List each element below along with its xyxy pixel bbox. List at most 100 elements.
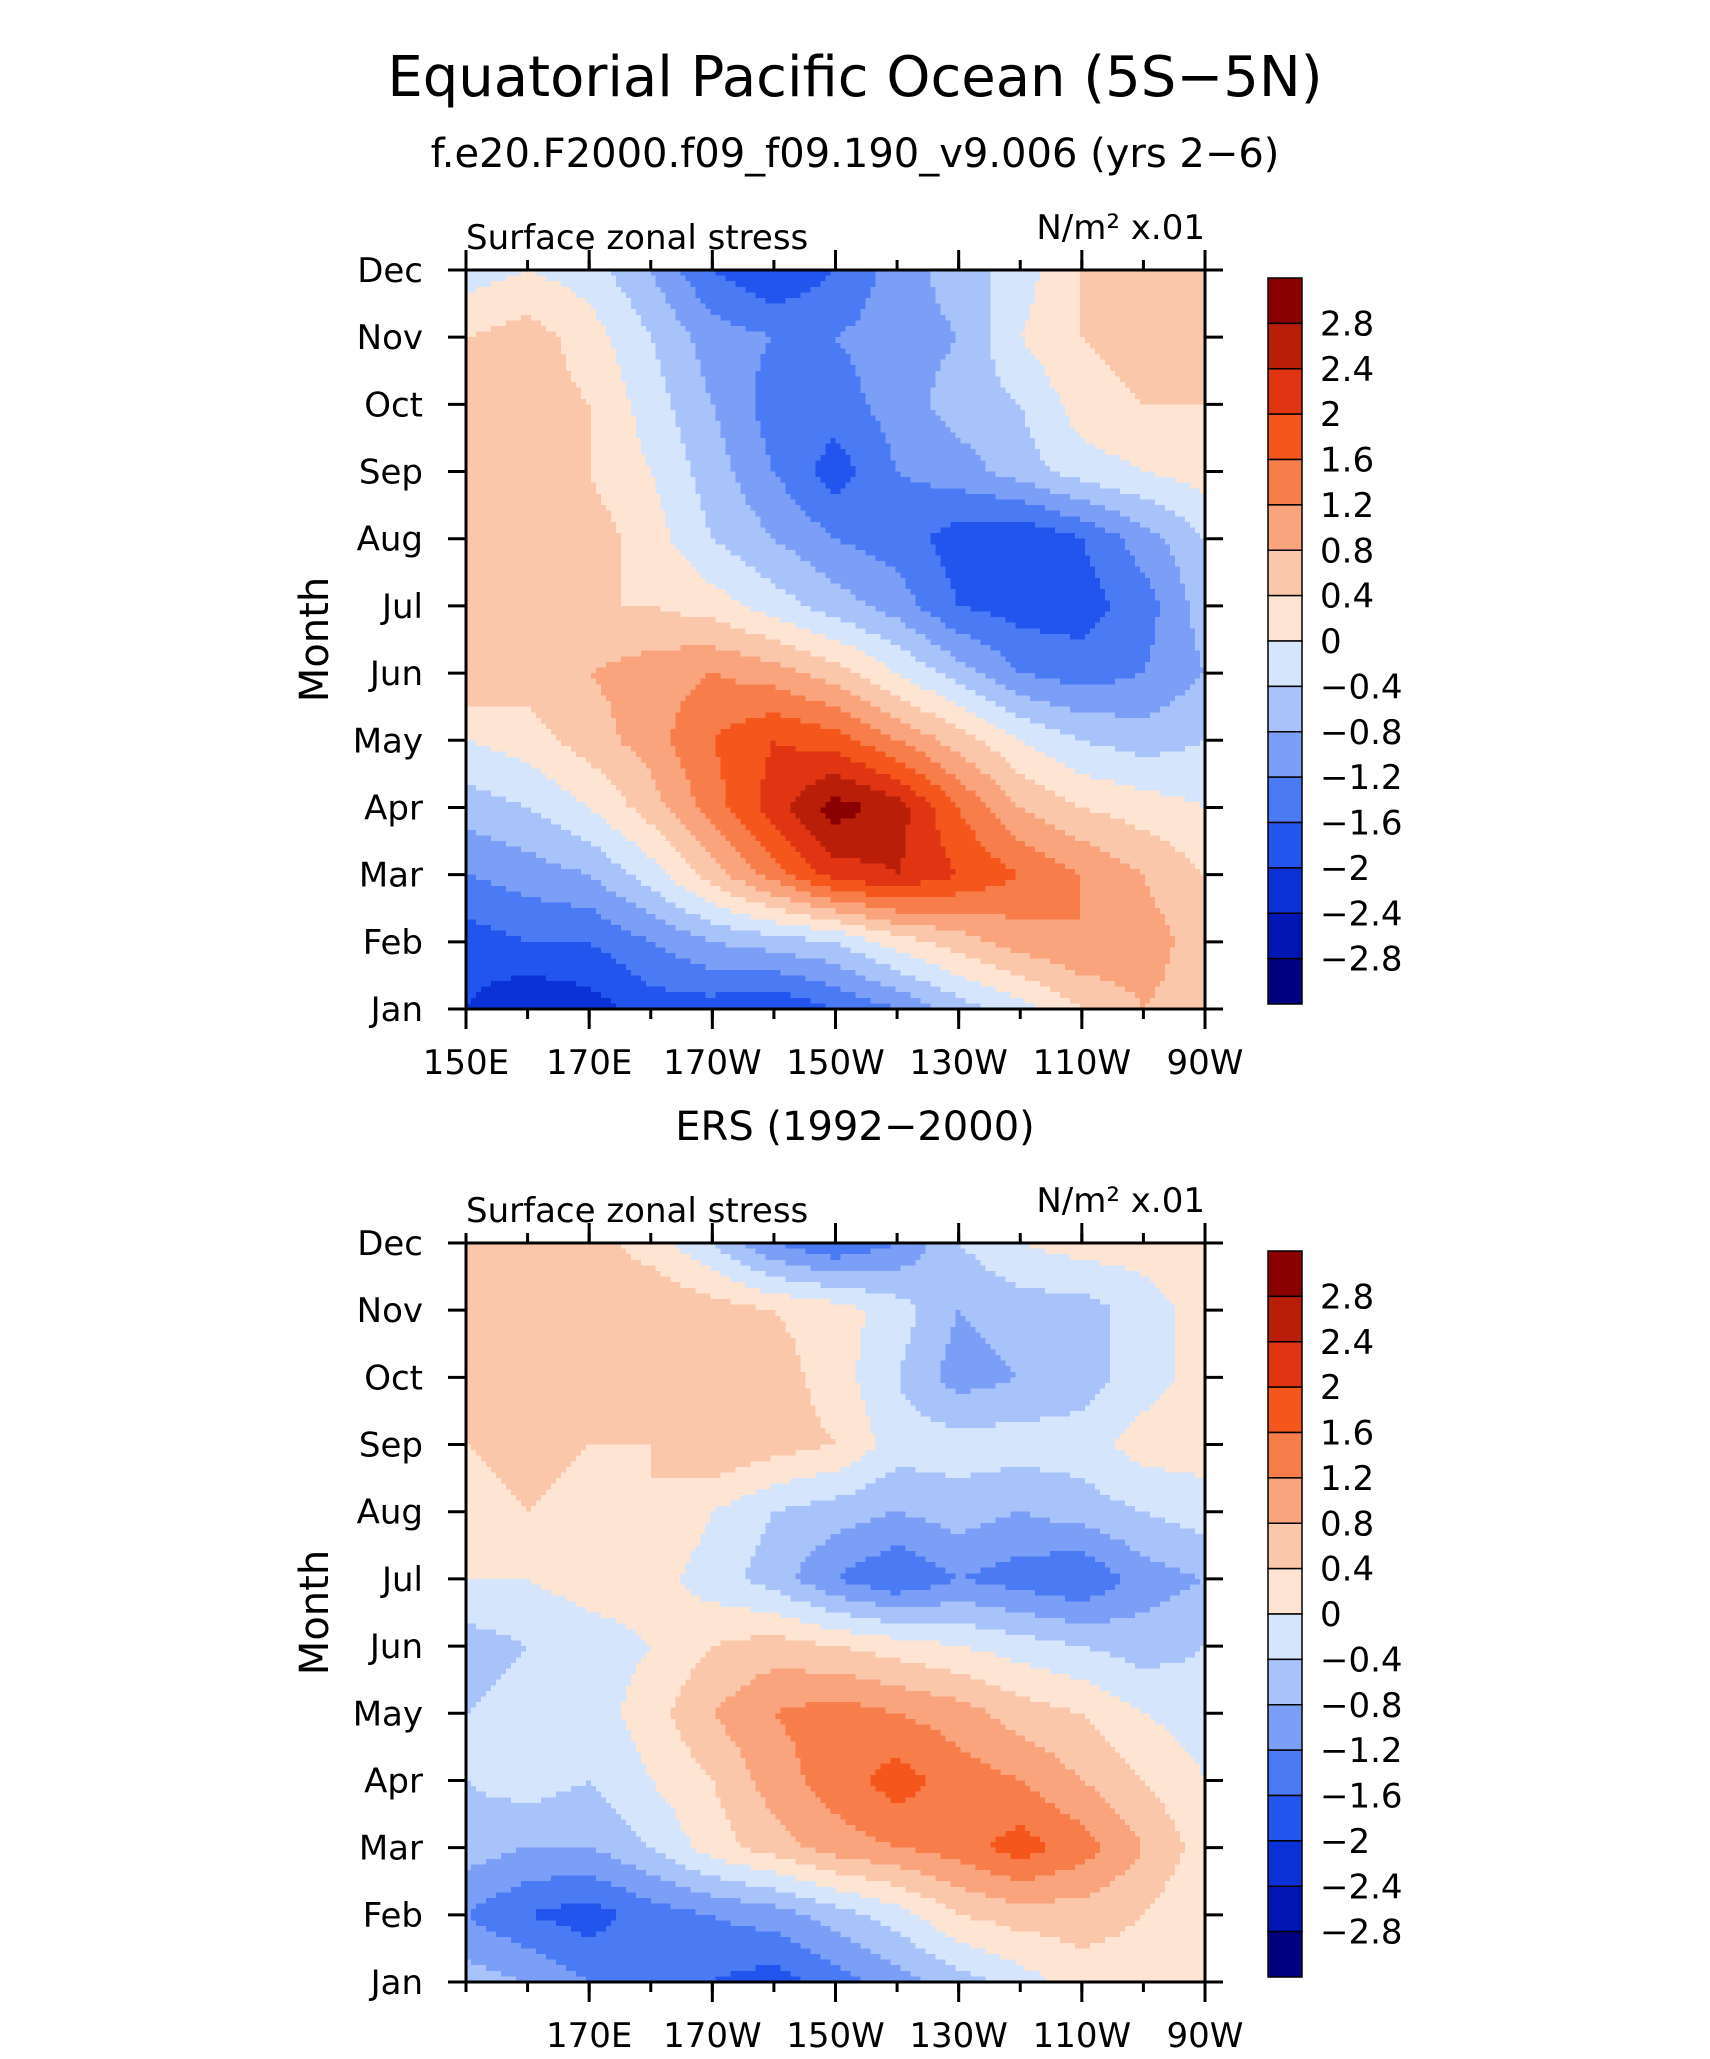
contour-cell (795, 1875, 867, 1882)
contour-cell (595, 678, 702, 685)
contour-cell (795, 1909, 857, 1916)
contour-cell (1120, 376, 1206, 383)
contour-cell (466, 549, 622, 557)
contour-cell (466, 577, 622, 585)
contour-cell (466, 292, 577, 299)
contour-cell (755, 415, 877, 422)
contour-cell (470, 1780, 587, 1787)
contour-cell (466, 1634, 512, 1642)
contour-cell (1015, 1282, 1156, 1289)
contour-cell (755, 1545, 817, 1552)
contour-cell (1085, 549, 1131, 557)
contour-cell (1180, 1522, 1206, 1530)
contour-cell (720, 729, 842, 736)
units-label: N/m² x.01 (1036, 208, 1205, 248)
contour-cell (466, 1914, 472, 1922)
contour-cell (1200, 656, 1206, 663)
contour-cell (715, 857, 747, 865)
contour-cell (820, 841, 907, 848)
contour-cell (1110, 1618, 1206, 1625)
contour-cell (470, 1914, 537, 1922)
contour-cell (700, 678, 737, 685)
contour-cell (470, 997, 612, 1004)
contour-cell (720, 885, 757, 893)
contour-cell (750, 505, 802, 512)
contour-cell (920, 997, 966, 1004)
contour-cell (930, 1724, 1006, 1731)
contour-cell (725, 869, 757, 876)
contour-cell (466, 1259, 642, 1266)
contour-cell (995, 1517, 1051, 1524)
contour-cell (725, 1724, 787, 1731)
contour-cell (805, 1377, 857, 1384)
contour-cell (650, 270, 682, 277)
contour-cell (630, 1825, 682, 1832)
contour-cell (790, 493, 996, 501)
contour-cell (780, 829, 812, 837)
contour-cell (875, 281, 931, 288)
contour-cell (825, 958, 877, 965)
contour-cell (895, 566, 946, 573)
contour-cell (1070, 1254, 1206, 1261)
contour-cell (535, 1909, 617, 1916)
contour-cell (600, 813, 642, 820)
contour-cell (725, 796, 762, 803)
contour-cell (466, 975, 512, 982)
contour-cell (860, 717, 902, 725)
contour-cell (1120, 1696, 1206, 1703)
contour-cell (640, 1657, 702, 1664)
contour-cell (925, 751, 961, 758)
contour-cell (695, 1847, 752, 1854)
contour-cell (470, 1909, 537, 1916)
contour-cell (725, 544, 787, 551)
x-tick-label: 130W (909, 1043, 1008, 1083)
contour-cell (620, 829, 662, 837)
contour-cell (1125, 1427, 1206, 1434)
panel-model: f.e20.F2000.f09_f09.190_v9.006 (yrs 2−6)… (292, 131, 1403, 1083)
contour-cell (466, 701, 612, 708)
contour-cell (690, 281, 737, 288)
contour-cell (1110, 1343, 1176, 1350)
contour-cell (710, 1892, 797, 1899)
y-tick-label: Nov (357, 318, 423, 358)
contour-cell (1195, 639, 1206, 646)
contour-cell (695, 1909, 797, 1916)
page-title: Equatorial Pacific Ocean (5S−5N) (387, 45, 1322, 110)
contour-cell (860, 801, 907, 809)
contour-cell (1200, 1763, 1206, 1770)
contour-cell (466, 723, 547, 730)
contour-cell (580, 387, 627, 394)
contour-cell (1060, 1937, 1106, 1944)
colorbar-box (1267, 549, 1303, 597)
colorbar-box (1267, 731, 1303, 778)
contour-cell (785, 1724, 931, 1731)
contour-cell (600, 992, 707, 999)
contour-cell (505, 275, 547, 282)
contour-cell (466, 992, 477, 999)
contour-cell (1170, 549, 1206, 557)
contour-cell (600, 880, 642, 887)
contour-cell (905, 852, 946, 859)
contour-cell (466, 270, 522, 277)
contour-cell (790, 807, 822, 814)
contour-cell (840, 964, 892, 971)
contour-cell (845, 1578, 951, 1586)
contour-cell (835, 1438, 877, 1446)
contour-cell (825, 443, 842, 450)
contour-cell (466, 1735, 632, 1742)
contour-cell (1170, 958, 1206, 965)
contour-cell (680, 757, 722, 764)
contour-cell (675, 1696, 727, 1703)
contour-cell (890, 454, 981, 461)
contour-cell (525, 1646, 652, 1653)
contour-cell (466, 785, 477, 792)
contour-cell (705, 516, 762, 523)
contour-cell (1050, 958, 1171, 965)
contour-cell (915, 1847, 996, 1854)
contour-cell (810, 925, 867, 932)
contour-cell (1015, 689, 1186, 697)
contour-cell (1185, 1842, 1206, 1849)
contour-cell (920, 1870, 991, 1877)
contour-cell (970, 1646, 1091, 1653)
contour-cell (1110, 1360, 1176, 1367)
